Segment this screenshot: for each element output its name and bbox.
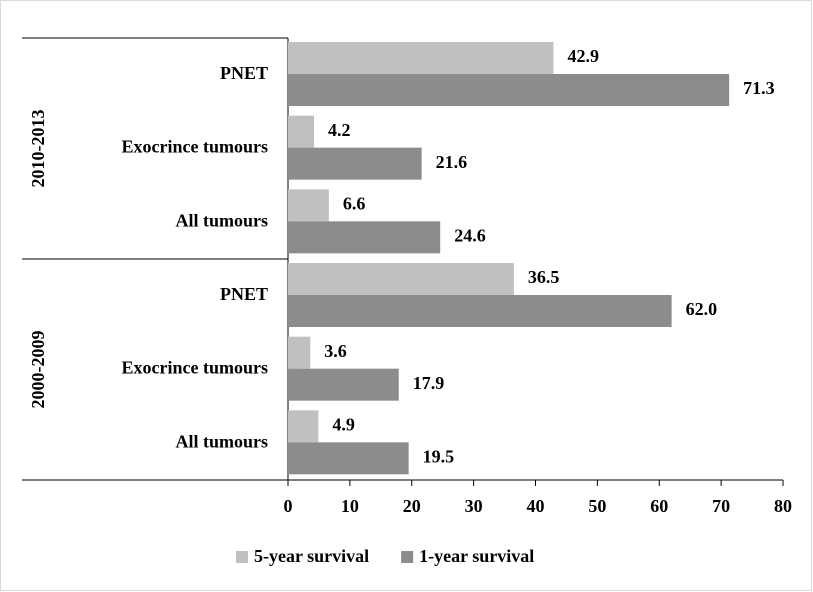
- legend-swatch: [401, 551, 414, 563]
- data-label: 71.3: [743, 78, 775, 98]
- x-tick-label: 20: [403, 496, 421, 516]
- bar: [288, 147, 422, 180]
- x-tick-label: 70: [712, 496, 730, 516]
- data-label: 24.6: [454, 225, 486, 245]
- legend-swatch: [236, 551, 248, 563]
- data-label: 6.6: [343, 193, 366, 213]
- bar: [288, 263, 514, 295]
- x-tick-label: 80: [774, 496, 792, 516]
- bar: [288, 442, 409, 475]
- x-tick-label: 0: [284, 496, 293, 516]
- group-label: 2010-2013: [28, 110, 48, 188]
- data-label: 42.9: [567, 46, 599, 66]
- data-label: 21.6: [436, 152, 468, 172]
- bar: [288, 221, 441, 254]
- x-tick-label: 30: [465, 496, 483, 516]
- data-label: 62.0: [686, 299, 718, 319]
- legend-label: 1-year survival: [419, 546, 534, 566]
- bar: [288, 410, 319, 443]
- y-tick-label: Exocrince tumours: [122, 137, 268, 157]
- x-tick-label: 50: [588, 496, 606, 516]
- bar: [288, 368, 399, 401]
- data-label: 17.9: [413, 373, 445, 393]
- y-tick-label: Exocrince tumours: [122, 358, 268, 378]
- group-label: 2000-2009: [28, 331, 48, 409]
- bar: [288, 189, 329, 222]
- data-label: 36.5: [528, 267, 560, 287]
- bar: [288, 74, 730, 106]
- y-tick-label: PNET: [220, 63, 268, 83]
- bar: [288, 115, 314, 148]
- bar: [288, 295, 672, 327]
- x-tick-label: 10: [341, 496, 359, 516]
- data-label: 4.9: [332, 414, 355, 434]
- y-tick-label: All tumours: [175, 210, 268, 230]
- y-tick-label: PNET: [220, 284, 268, 304]
- bar: [288, 336, 311, 369]
- legend-label: 5-year survival: [254, 546, 369, 566]
- data-label: 4.2: [328, 120, 351, 140]
- x-tick-label: 60: [650, 496, 668, 516]
- bar: [288, 42, 554, 74]
- x-tick-label: 40: [527, 496, 545, 516]
- data-label: 3.6: [324, 341, 347, 361]
- data-label: 19.5: [423, 446, 455, 466]
- y-tick-label: All tumours: [175, 431, 268, 451]
